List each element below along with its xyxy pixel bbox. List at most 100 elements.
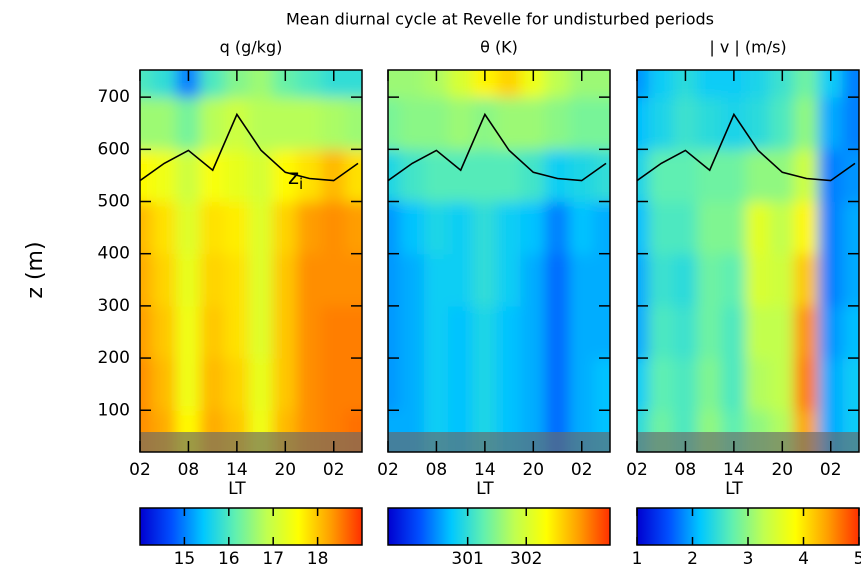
heat-cell: [248, 253, 274, 307]
heat-cell: [818, 148, 844, 203]
heat-cell: [745, 357, 771, 411]
heat-cell: [544, 305, 571, 359]
heat-cell: [593, 70, 610, 98]
heat-cell: [637, 96, 650, 150]
heat-cell: [672, 253, 699, 307]
colorbar-tick-label: 5: [854, 549, 861, 568]
heat-cell: [399, 70, 425, 98]
heat-cell: [793, 201, 820, 255]
panel-title: θ (K): [480, 38, 518, 57]
heat-cell: [224, 148, 250, 203]
heat-cell: [321, 148, 347, 203]
heat-cell: [721, 357, 747, 411]
x-axis-label: LT: [228, 479, 246, 499]
heat-cell: [672, 357, 699, 411]
heat-cell: [151, 96, 177, 150]
heat-cell: [842, 357, 859, 411]
heat-cell: [296, 148, 323, 203]
heat-cell: [648, 70, 674, 98]
heat-cell: [769, 357, 795, 411]
heat-cell: [200, 70, 226, 98]
heat-cell: [399, 253, 425, 307]
heat-cell: [648, 148, 674, 203]
heat-cell: [648, 409, 674, 452]
heat-cell: [272, 96, 298, 150]
x-tick-label: 02: [820, 460, 842, 480]
colorbar-tick-label: 301: [451, 549, 483, 568]
heat-cell: [793, 357, 820, 411]
heat-cell: [544, 70, 571, 98]
heat-cell: [648, 253, 674, 307]
heat-cell: [697, 96, 723, 150]
heat-cell: [423, 96, 450, 150]
heat-cell: [200, 305, 226, 359]
heat-cell: [345, 357, 362, 411]
heat-cell: [520, 201, 546, 255]
heat-cell: [248, 148, 274, 203]
y-tick-label: 500: [98, 192, 130, 212]
panel: [637, 70, 859, 452]
masked-layer: [140, 432, 362, 452]
heat-cell: [151, 148, 177, 203]
heat-cell: [448, 70, 474, 98]
x-tick-label: 02: [377, 460, 399, 480]
figure-title: Mean diurnal cycle at Revelle for undist…: [286, 10, 714, 29]
heat-cell: [637, 201, 650, 255]
heat-cell: [321, 201, 347, 255]
heat-cell: [296, 70, 323, 98]
heat-cell: [593, 201, 610, 255]
heat-cell: [200, 96, 226, 150]
heat-cell: [399, 96, 425, 150]
heat-cell: [793, 148, 820, 203]
heat-cell: [345, 70, 362, 98]
heat-cell: [593, 148, 610, 203]
heat-cell: [140, 253, 153, 307]
heat-cell: [745, 253, 771, 307]
annotation-part: z: [288, 165, 299, 189]
y-tick-label: 300: [98, 296, 130, 316]
x-tick-label: 02: [129, 460, 151, 480]
heat-cell: [697, 253, 723, 307]
panel-title: q (g/kg): [220, 38, 283, 57]
heat-cell: [793, 409, 820, 452]
heat-cell: [151, 409, 177, 452]
x-tick-label: 08: [675, 460, 697, 480]
boundary-layer-line: [637, 112, 856, 182]
panel-title: | v | (m/s): [709, 38, 786, 57]
heat-cell: [593, 96, 610, 150]
heat-cell: [448, 96, 474, 150]
heat-cell: [140, 70, 153, 98]
x-tick-label: 14: [474, 460, 496, 480]
panel: [140, 70, 362, 452]
x-tick-label: 20: [771, 460, 793, 480]
heat-cell: [388, 357, 401, 411]
heat-cell: [448, 148, 474, 203]
x-tick-label: 02: [626, 460, 648, 480]
heat-cell: [423, 201, 450, 255]
heat-cell: [769, 201, 795, 255]
heat-cell: [496, 96, 522, 150]
heat-cell: [296, 357, 323, 411]
heat-cell: [569, 96, 595, 150]
heat-cell: [842, 305, 859, 359]
heat-cell: [248, 96, 274, 150]
heat-cell: [793, 96, 820, 150]
heat-cell: [697, 305, 723, 359]
heat-cell: [200, 409, 226, 452]
heat-cell: [224, 357, 250, 411]
y-tick-label: 700: [98, 87, 130, 107]
heat-cell: [248, 70, 274, 98]
heat-cell: [272, 357, 298, 411]
heat-cell: [593, 305, 610, 359]
heat-cell: [448, 253, 474, 307]
heat-cell: [520, 148, 546, 203]
y-tick-label: 600: [98, 139, 130, 159]
colorbar: [387, 507, 611, 546]
boundary-layer-line: [140, 112, 359, 182]
heat-cell: [472, 148, 498, 203]
colorbar-tick-label: 2: [687, 549, 698, 568]
heat-cell: [423, 357, 450, 411]
y-axis-label: z (m): [23, 241, 48, 298]
heat-cell: [175, 201, 202, 255]
